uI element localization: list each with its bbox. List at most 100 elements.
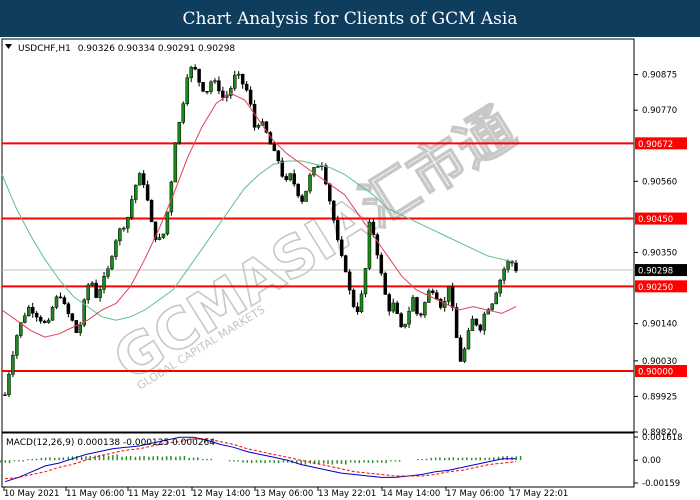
candle-body (102, 276, 106, 290)
candle-body (431, 290, 435, 293)
y-tick-label: 0.90140 (642, 320, 677, 330)
y-tick-label: 0.90875 (642, 71, 677, 81)
candle-body (27, 306, 31, 317)
price-chart: GCMASIA汇市通 GLOBAL CAPITAL MARKETS 0.9067… (0, 38, 687, 499)
candle-body (454, 307, 459, 339)
candle-body (161, 233, 166, 238)
key-level-label: 0.90250 (638, 283, 673, 293)
candle-body (149, 199, 154, 223)
candle-body (248, 89, 253, 105)
y-tick-label: 0.90770 (642, 106, 677, 116)
candle-body (403, 323, 407, 328)
candle-body (304, 190, 308, 202)
main-panel (1, 38, 635, 433)
y-tick-label: 0.89820 (642, 428, 677, 438)
candle-body (213, 80, 217, 83)
candle-body (38, 316, 43, 322)
candle-body (490, 303, 494, 310)
candle-body (189, 67, 193, 79)
candle-body (478, 324, 483, 331)
candle-body (30, 306, 35, 314)
x-tick-label: 13 May 06:00 (255, 489, 313, 499)
candle-body (419, 313, 423, 316)
candle-body (395, 302, 399, 314)
current-price-label: 0.90298 (638, 267, 673, 277)
candle-body (23, 315, 27, 323)
candle-body (7, 373, 11, 396)
candle-body (229, 88, 233, 96)
candle-body (193, 67, 197, 70)
candle-body (153, 221, 158, 240)
candle-body (343, 255, 348, 273)
candle-body (407, 310, 411, 325)
macd-panel (1, 432, 635, 488)
candle-body (474, 318, 479, 326)
x-tick-label: 17 May 06:00 (446, 489, 504, 499)
candle-body (177, 121, 182, 144)
candle-body (50, 307, 55, 321)
candle-body (466, 330, 471, 350)
instrument-symbol: USDCHF,H1 (18, 44, 71, 54)
ohlc-values: 0.90326 0.90334 0.90291 0.90298 (78, 44, 236, 54)
candle-body (264, 121, 269, 133)
instrument-ohlc-label: USDCHF,H1 0.90326 0.90334 0.90291 0.9029… (18, 44, 235, 54)
x-tick-label: 13 May 22:01 (318, 489, 376, 499)
macd-signal-line (4, 438, 517, 480)
candle-body (157, 237, 162, 240)
candle-body (324, 165, 328, 185)
key-level-tag (635, 137, 687, 150)
candle-body (272, 144, 277, 152)
candle-body (233, 74, 237, 89)
key-level-label: 0.90672 (638, 140, 673, 150)
y-tick-label: 0.90350 (642, 248, 677, 258)
chart-banner-title: Chart Analysis for Clients of GCM Asia (0, 0, 700, 37)
key-level-label: 0.90000 (638, 368, 673, 378)
candle-body (126, 217, 130, 229)
candle-body (122, 227, 126, 230)
candle-body (276, 150, 281, 162)
y-tick-label: 0.89925 (642, 392, 677, 402)
candle-body (244, 83, 249, 91)
macd-y-tick-label: 0.001618 (642, 433, 683, 443)
candle-body (300, 195, 304, 202)
key-level-tag (635, 280, 687, 293)
macd-y-tick-label: 0.00 (642, 456, 661, 466)
candle-body (423, 302, 427, 316)
collapse-arrow-icon[interactable] (5, 44, 12, 49)
candle-body (58, 296, 63, 299)
candle-body (181, 103, 186, 123)
candle-body (498, 279, 502, 294)
candle-body (133, 184, 138, 200)
macd-label: MACD(12,26,9) 0.000138 -0.000125 0.00026… (6, 438, 215, 448)
candle-body (66, 303, 71, 314)
candle-body (54, 296, 59, 308)
x-tick-label: 17 May 22:01 (510, 489, 568, 499)
candle-body (110, 256, 114, 270)
candle-body (46, 319, 51, 323)
candle-body (86, 284, 90, 301)
candle-body (332, 200, 336, 221)
candle-body (98, 289, 102, 298)
candle-body (339, 239, 344, 256)
candle-body (387, 294, 391, 312)
candle-body (363, 268, 368, 295)
candle-body (486, 309, 491, 315)
candle-body (236, 73, 241, 76)
candle-body (165, 211, 170, 235)
candle-body (411, 297, 415, 312)
key-level-tag (635, 212, 687, 225)
candle-body (221, 90, 225, 98)
candle-body (11, 354, 15, 375)
candle-body (514, 262, 518, 272)
candle-body (371, 221, 376, 235)
candle-body (15, 335, 19, 356)
candle-body (185, 77, 189, 104)
candle-body (78, 324, 83, 333)
x-tick-label: 14 May 14:00 (382, 489, 440, 499)
candle-body (284, 176, 288, 181)
candle-body (141, 173, 146, 185)
x-tick-label: 11 May 22:01 (128, 489, 186, 499)
candle-body (347, 271, 352, 291)
candle-body (145, 184, 150, 201)
candle-body (450, 286, 455, 308)
